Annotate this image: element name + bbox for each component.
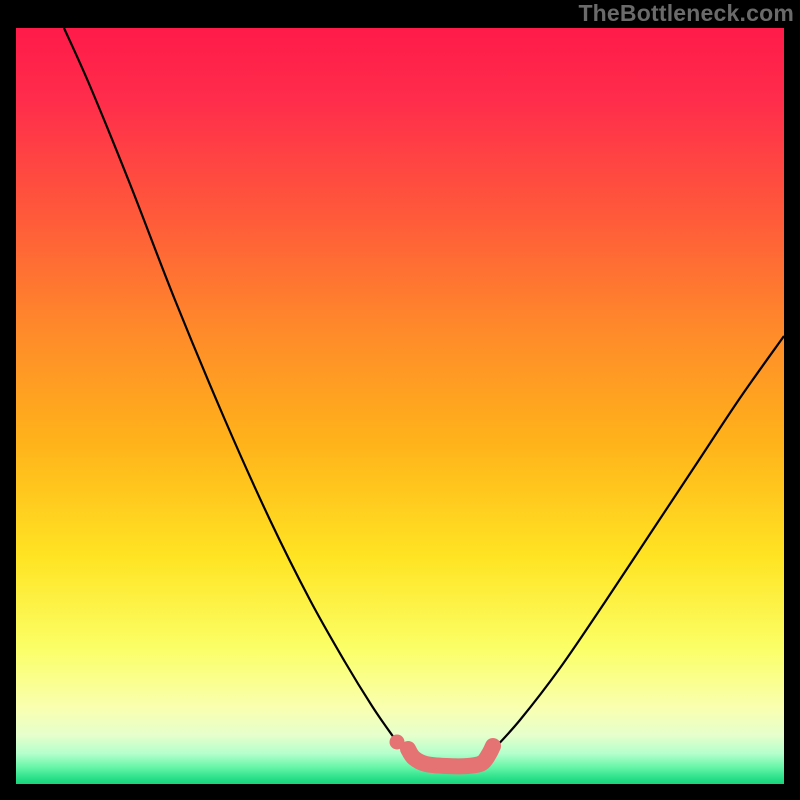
gradient-plot-area	[16, 28, 784, 784]
bottleneck-chart	[0, 0, 800, 800]
chart-frame: TheBottleneck.com	[0, 0, 800, 800]
watermark-text: TheBottleneck.com	[578, 0, 794, 27]
floor-marker-dot	[390, 735, 405, 750]
